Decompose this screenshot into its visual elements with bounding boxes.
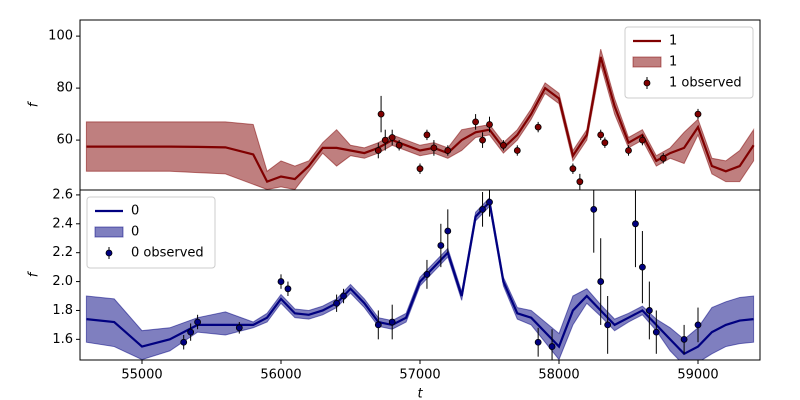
observed-point (534, 338, 542, 346)
observed-point (576, 178, 584, 186)
legend-label: 0 (131, 225, 139, 240)
observed-point (444, 147, 452, 154)
x-tick-label: 59000 (677, 368, 718, 383)
y-tick-label: 1.6 (52, 332, 73, 347)
observed-point (486, 121, 493, 128)
legend-label: 1 (669, 34, 677, 49)
observed-point (645, 307, 653, 314)
x-tick-label: 58000 (538, 368, 579, 383)
observed-point (680, 335, 688, 343)
observed-point (381, 136, 389, 144)
observed-point (597, 278, 605, 285)
observed-point (652, 328, 660, 336)
legend-box (624, 26, 754, 99)
observed-point (340, 292, 347, 300)
observed-point (277, 278, 285, 285)
observed-point (194, 318, 201, 326)
legend: 0 0 0 observed (86, 196, 216, 269)
observed-point (639, 263, 646, 271)
observed-point (604, 321, 612, 329)
observed-point (694, 321, 702, 329)
observed-point (639, 136, 646, 144)
plot-area (85, 48, 755, 190)
observed-point (625, 147, 632, 154)
observed-point (333, 299, 340, 307)
legend-label: 0 (131, 204, 139, 219)
y-tick-label: 1.8 (52, 303, 73, 318)
observed-point (395, 141, 403, 149)
observed-point (444, 227, 452, 235)
observed-point (513, 147, 521, 154)
legend-swatch (94, 226, 124, 238)
legend-label: 1 observed (669, 76, 742, 91)
observed-point (235, 324, 243, 332)
observed-point (430, 144, 438, 152)
legend-swatch (105, 249, 113, 257)
observed-point (180, 338, 188, 346)
observed-point (437, 242, 445, 249)
observed-point (472, 118, 480, 126)
legend-swatch (643, 79, 651, 87)
observed-point (548, 343, 556, 350)
observed-point (284, 285, 292, 293)
x-tick-label: 56000 (260, 368, 301, 383)
x-tick-label: 55000 (121, 368, 162, 383)
plot-area (85, 190, 755, 360)
confidence-band (85, 196, 755, 360)
observed-point (388, 134, 396, 141)
observed-point (423, 270, 431, 278)
observed-point (590, 205, 598, 213)
observed-point (500, 141, 507, 149)
y-tick-label: 100 (48, 29, 73, 44)
y-tick-label: 2.0 (52, 274, 73, 289)
legend: 1 1 1 observed (624, 26, 754, 99)
observed-point (694, 110, 702, 118)
legend-label: 0 observed (131, 246, 204, 261)
observed-point (486, 198, 493, 206)
observed-point (534, 123, 542, 131)
y-tick-label: 2.2 (52, 245, 73, 260)
observed-point (597, 131, 605, 139)
observed-point (632, 220, 639, 228)
observed-point (388, 318, 396, 326)
observed-point (479, 205, 486, 213)
observed-point (374, 147, 382, 154)
observed-point (659, 154, 667, 162)
x-axis-label: t (417, 387, 423, 400)
x-tick-label: 57000 (399, 368, 440, 383)
y-tick-label: 2.4 (52, 216, 73, 231)
y-axis-label: f (27, 270, 42, 277)
observed-point (479, 136, 486, 144)
observed-point (601, 139, 609, 147)
observed-point (423, 131, 431, 139)
observed-point (416, 165, 424, 173)
observed-point (187, 328, 195, 336)
legend-swatch (632, 56, 662, 68)
legend-box (86, 196, 216, 269)
y-axis-label: f (27, 100, 42, 107)
observed-point (377, 110, 385, 118)
y-tick-label: 2.6 (52, 187, 73, 202)
line (86, 56, 755, 184)
y-tick-label: 80 (56, 81, 73, 96)
legend-label: 1 (669, 55, 677, 70)
observed-point (569, 165, 577, 173)
observed-point (374, 321, 382, 329)
y-tick-label: 60 (56, 133, 73, 148)
axes-frame (79, 189, 761, 361)
